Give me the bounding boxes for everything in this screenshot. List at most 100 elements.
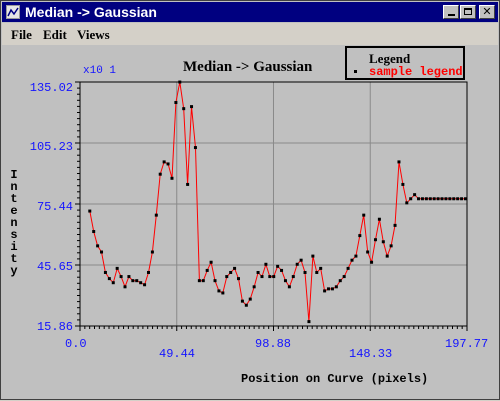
data-point: [377, 217, 381, 221]
data-point: [291, 275, 295, 279]
data-point: [127, 275, 131, 279]
x-axis-label: Position on Curve (pixels): [241, 372, 429, 386]
data-point: [338, 279, 342, 283]
data-point: [373, 238, 377, 242]
data-point: [174, 101, 178, 105]
title-bar[interactable]: Median -> Gaussian ✕: [2, 2, 498, 22]
data-point: [92, 230, 96, 234]
maximize-button[interactable]: [460, 5, 476, 19]
legend-title: Legend: [369, 51, 411, 66]
data-point: [315, 270, 319, 274]
plot-area: [2, 45, 498, 399]
data-point: [417, 197, 421, 201]
data-point: [440, 197, 444, 201]
data-point: [244, 303, 248, 307]
data-point: [225, 275, 229, 279]
data-point: [103, 270, 107, 274]
maximize-icon: [464, 8, 472, 15]
menu-edit[interactable]: Edit: [43, 27, 67, 42]
data-point: [221, 291, 225, 295]
data-point: [268, 275, 272, 279]
data-point: [276, 264, 280, 268]
data-point: [452, 197, 456, 201]
window-title: Median -> Gaussian: [25, 4, 157, 20]
data-point: [178, 80, 182, 84]
data-point: [389, 244, 393, 248]
data-point: [358, 234, 362, 238]
data-point: [307, 320, 311, 324]
data-point: [460, 197, 464, 201]
data-point: [240, 299, 244, 303]
data-point: [154, 213, 158, 217]
y-tick-label: 135.02: [29, 81, 73, 95]
y-tick-label: 75.44: [36, 200, 73, 214]
data-point: [248, 297, 252, 301]
app-icon[interactable]: [6, 5, 20, 19]
data-point: [381, 240, 385, 244]
data-point: [299, 258, 303, 262]
data-point: [256, 270, 260, 274]
data-point: [432, 197, 436, 201]
minimize-button[interactable]: [443, 5, 459, 19]
grid-lines: [79, 81, 468, 327]
data-point: [213, 279, 217, 283]
data-point: [280, 268, 284, 272]
data-point: [330, 287, 334, 291]
data-point: [209, 260, 213, 264]
data-point: [420, 197, 424, 201]
chart-app-icon: [7, 7, 19, 17]
data-point: [182, 107, 186, 111]
data-point: [456, 197, 460, 201]
axis-ticks: [75, 81, 468, 331]
data-point: [260, 275, 264, 279]
y-tick-label: 15.86: [36, 320, 73, 334]
data-point: [283, 279, 287, 283]
menu-file[interactable]: File: [11, 27, 32, 42]
data-point: [272, 275, 276, 279]
data-point: [303, 270, 307, 274]
data-point: [135, 279, 139, 283]
menu-bar: File Edit Views: [2, 23, 498, 45]
close-button[interactable]: ✕: [479, 5, 495, 19]
data-point: [111, 281, 115, 285]
data-point: [197, 279, 201, 283]
data-point: [354, 254, 358, 258]
data-point: [444, 197, 448, 201]
y-axis-label: Intensity: [10, 168, 18, 278]
data-point: [107, 277, 111, 281]
data-point: [342, 275, 346, 279]
menu-views[interactable]: Views: [77, 27, 110, 42]
data-point: [362, 213, 366, 217]
data-point: [186, 182, 190, 186]
data-point: [170, 176, 174, 180]
data-point: [424, 197, 428, 201]
data-point: [119, 275, 123, 279]
close-icon: ✕: [482, 5, 492, 18]
data-point: [217, 289, 221, 293]
x-tick-label: 197.77: [445, 337, 489, 351]
data-point: [139, 281, 143, 285]
data-point: [448, 197, 452, 201]
y-tick-label: 105.23: [29, 140, 73, 154]
series-line: [89, 81, 466, 322]
data-point: [327, 287, 331, 291]
data-point: [385, 254, 389, 258]
data-point: [162, 160, 166, 164]
data-point: [264, 262, 268, 266]
legend-entry: sample legend: [369, 65, 463, 79]
data-point: [311, 254, 315, 258]
data-point: [252, 285, 256, 289]
data-point: [463, 197, 467, 201]
data-point: [193, 146, 197, 150]
y-tick-label: 45.65: [36, 260, 73, 274]
data-point: [123, 285, 127, 289]
data-point: [409, 197, 413, 201]
data-point: [237, 277, 241, 281]
legend: Legend sample legend: [345, 46, 465, 80]
data-series: [88, 80, 467, 324]
data-point: [295, 262, 299, 266]
data-point: [100, 250, 104, 254]
data-point: [413, 193, 417, 197]
